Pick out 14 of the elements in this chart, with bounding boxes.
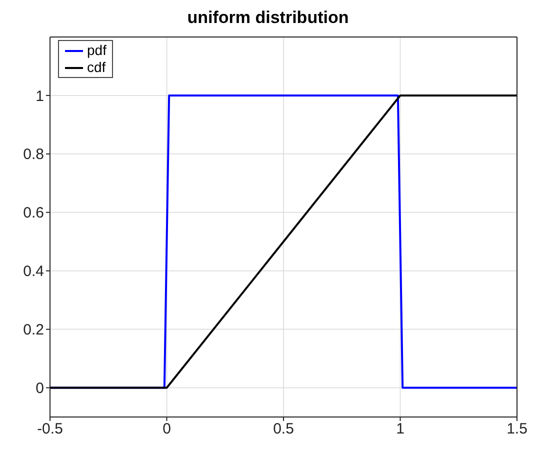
x-tick-label: 0.5 [273,420,294,438]
x-tick-label: 1.5 [506,420,528,438]
y-tick-label: 0.8 [23,146,44,164]
y-tick-label: 0.6 [23,204,44,222]
x-tick-label: -0.5 [37,420,63,438]
y-tick-label: 0.4 [23,263,44,280]
chart-title: uniform distribution [186,8,350,29]
y-tick-label: 0 [36,380,44,398]
legend-label: cdf [87,59,106,76]
y-tick-label: 0.2 [23,322,44,339]
x-tick-label: 0 [162,420,171,438]
y-tick-label: 1 [36,88,44,105]
x-tick-label: 1 [396,420,404,438]
legend-label: pdf [87,42,106,59]
